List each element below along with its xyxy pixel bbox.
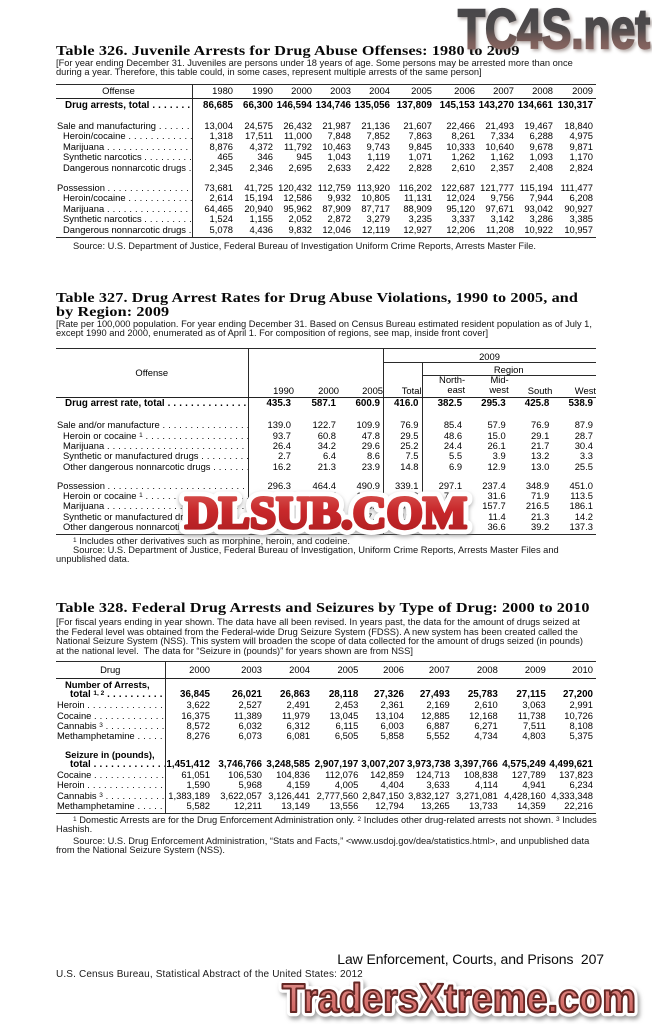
svg-text:TradersXtreme.com: TradersXtreme.com <box>282 975 636 1021</box>
svg-text:TradersXtreme.com: TradersXtreme.com <box>282 975 636 1021</box>
svg-text:DLSUB.COM: DLSUB.COM <box>185 488 467 538</box>
svg-text:TC4S.net: TC4S.net <box>458 0 650 60</box>
svg-text:DLSUB.COM: DLSUB.COM <box>185 488 467 538</box>
